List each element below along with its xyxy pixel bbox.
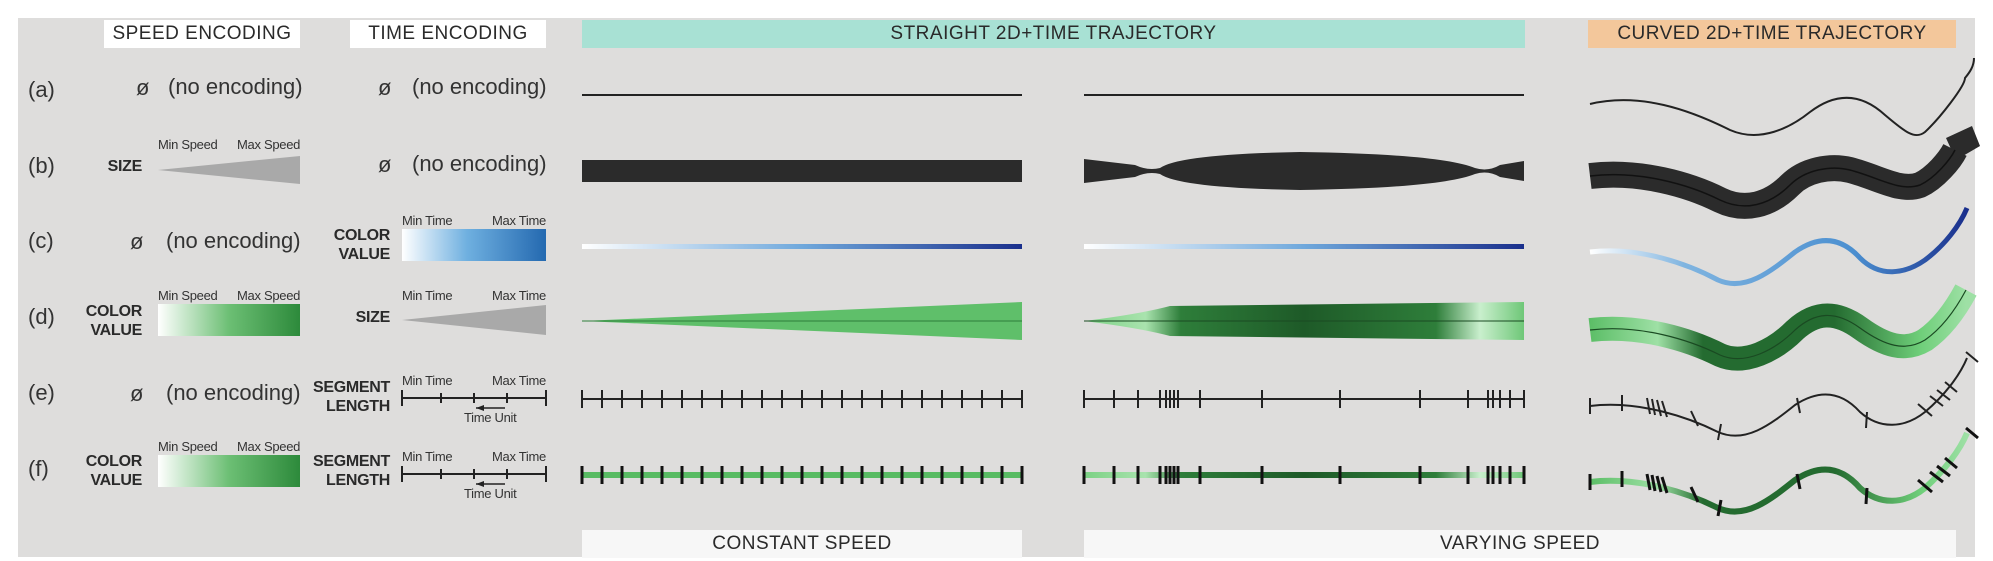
speed-max-label-d: Max Speed [237,288,301,303]
speed-encoding-color-d-line2: VALUE [90,322,142,339]
speed-max-label-b: Max Speed [237,137,301,152]
row-label-b: (b) [28,153,55,178]
straight-varying-ticks-f [1082,466,1526,484]
curved-line-a [1589,57,1975,137]
straight-constant-color-line-c [582,244,1022,249]
straight-varying-ticks-e [1083,390,1525,408]
time-encoding-segment-e-line1: SEGMENT [312,379,390,396]
curved-band-b [1588,143,1967,219]
speed-color-bar-f [158,455,300,487]
header-curved-trajectory: CURVED 2D+TIME TRAJECTORY [1588,20,1956,48]
footer-varying-speed: VARYING SPEED [1084,530,1956,558]
speed-no-encoding-e: (no encoding) [166,380,301,405]
speed-encoding-color-f-line1: COLOR [85,453,143,470]
speed-encoding-size-b: SIZE [107,158,143,175]
curved-ticks-e [1589,351,1979,441]
segment-length-legend-f [401,466,547,487]
speed-color-bar-d [158,304,300,336]
time-unit-label-e: Time Unit [464,410,517,425]
speed-min-label-b: Min Speed [158,137,218,152]
time-encoding-color-c: COLOR VALUE [318,226,391,264]
speed-null-symbol-c: ø [130,229,144,254]
speed-null-symbol-e: ø [130,381,144,406]
row-label-d: (d) [28,304,55,329]
curved-line-e [1589,357,1968,437]
row-label-a: (a) [28,77,55,102]
row-label-c: (c) [28,228,54,253]
time-encoding-segment-e-line2: LENGTH [326,398,390,415]
speed-min-label-f: Min Speed [158,439,218,454]
speed-no-encoding-c: (no encoding) [166,228,301,253]
speed-encoding-color-d: COLOR VALUE [70,302,143,340]
curved-color-line-f [1589,431,1970,515]
time-encoding-segment-f: SEGMENT LENGTH [306,452,390,490]
straight-constant-ticks-f [580,466,1024,484]
straight-varying-color-line-c [1084,244,1524,249]
curved-ticks-f [1588,426,1979,517]
time-min-label-e: Min Time [402,373,453,388]
row-label-f: (f) [28,456,49,481]
time-encoding-color-c-line1: COLOR [333,227,391,244]
row-label-e: (e) [28,380,55,405]
curved-band-d [1588,284,1977,371]
speed-encoding-color-f-line2: VALUE [90,472,142,489]
curved-band-d-center [1589,289,1967,360]
speed-null-symbol-a: ø [136,75,150,100]
footer-constant-speed: CONSTANT SPEED [582,530,1022,558]
speed-size-wedge-b [158,156,300,184]
time-null-symbol-b: ø [378,152,392,177]
time-no-encoding-b: (no encoding) [412,151,547,176]
time-encoding-color-c-line2: VALUE [338,246,390,263]
time-max-label-f: Max Time [492,449,546,464]
speed-encoding-color-f: COLOR VALUE [70,452,143,490]
speed-no-encoding-a: (no encoding) [168,74,303,99]
time-min-label-c: Min Time [402,213,453,228]
header-straight-trajectory: STRAIGHT 2D+TIME TRAJECTORY [582,20,1525,48]
time-max-label-e: Max Time [492,373,546,388]
time-encoding-segment-f-line2: LENGTH [326,472,390,489]
segment-length-legend-e [401,390,547,411]
straight-varying-color-line-f [1084,472,1524,478]
time-min-label-d: Min Time [402,288,453,303]
straight-varying-band-b [1084,152,1524,190]
straight-constant-ticks-e [581,390,1023,408]
time-size-wedge-d [402,305,546,335]
straight-constant-band-b [582,160,1022,182]
time-encoding-segment-e: SEGMENT LENGTH [306,378,390,416]
time-null-symbol-a: ø [378,75,392,100]
header-speed-encoding: SPEED ENCODING [104,20,300,48]
speed-max-label-f: Max Speed [237,439,301,454]
header-time-encoding: TIME ENCODING [350,20,546,48]
time-encoding-segment-f-line1: SEGMENT [312,453,390,470]
time-unit-label-f: Time Unit [464,486,517,501]
time-max-label-c: Max Time [492,213,546,228]
figure-panel [18,18,1975,557]
time-no-encoding-a: (no encoding) [412,74,547,99]
time-min-label-f: Min Time [402,449,453,464]
time-encoding-size-d: SIZE [355,309,391,326]
curved-color-line-c [1589,207,1970,287]
time-color-bar-c [402,229,546,261]
curved-band-b-center [1589,149,1956,207]
speed-min-label-d: Min Speed [158,288,218,303]
speed-encoding-color-d-line1: COLOR [85,303,143,320]
time-max-label-d: Max Time [492,288,546,303]
